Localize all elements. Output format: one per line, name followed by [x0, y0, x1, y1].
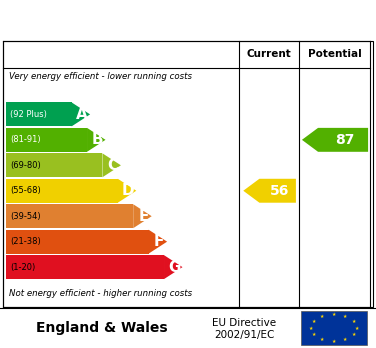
Text: ★: ★ [352, 319, 356, 324]
Text: Potential: Potential [308, 49, 361, 60]
Polygon shape [102, 153, 121, 177]
Text: ★: ★ [311, 319, 316, 324]
Text: ★: ★ [320, 337, 324, 342]
Text: B: B [91, 132, 103, 147]
Text: (21-38): (21-38) [10, 237, 41, 246]
Text: ★: ★ [308, 325, 312, 331]
Bar [6, 204, 133, 228]
Bar [6, 230, 149, 254]
Text: ★: ★ [332, 312, 336, 317]
Bar [6, 128, 87, 152]
Text: D: D [122, 183, 134, 198]
Text: Energy Efficiency Rating: Energy Efficiency Rating [73, 11, 303, 29]
Text: E: E [138, 209, 149, 224]
Polygon shape [118, 179, 136, 203]
Text: (92 Plus): (92 Plus) [10, 110, 47, 119]
Text: (55-68): (55-68) [10, 186, 41, 195]
Text: ★: ★ [332, 339, 336, 344]
Polygon shape [71, 102, 90, 126]
Bar [6, 102, 71, 126]
Bar [6, 153, 102, 177]
Text: ★: ★ [355, 325, 359, 331]
Text: G: G [168, 260, 180, 275]
Polygon shape [87, 128, 106, 152]
Polygon shape [149, 230, 167, 254]
Text: ★: ★ [343, 314, 347, 319]
Text: (39-54): (39-54) [10, 212, 41, 221]
Text: 56: 56 [270, 184, 289, 198]
Text: ★: ★ [352, 332, 356, 337]
Text: ★: ★ [320, 314, 324, 319]
Text: ★: ★ [343, 337, 347, 342]
FancyBboxPatch shape [301, 311, 367, 345]
Text: (69-80): (69-80) [10, 161, 41, 170]
Text: 2002/91/EC: 2002/91/EC [214, 330, 274, 340]
Text: ★: ★ [311, 332, 316, 337]
Text: 87: 87 [335, 133, 355, 147]
Polygon shape [302, 128, 368, 152]
Bar [6, 179, 118, 203]
Text: EU Directive: EU Directive [212, 318, 276, 328]
Text: Not energy efficient - higher running costs: Not energy efficient - higher running co… [9, 289, 193, 298]
Text: Very energy efficient - lower running costs: Very energy efficient - lower running co… [9, 72, 193, 81]
Text: F: F [153, 234, 164, 249]
Text: Current: Current [246, 49, 291, 60]
Text: (81-91): (81-91) [10, 135, 41, 144]
Text: C: C [107, 158, 118, 173]
Text: England & Wales: England & Wales [36, 321, 167, 335]
Polygon shape [243, 179, 296, 203]
Polygon shape [164, 255, 182, 279]
Text: (1-20): (1-20) [10, 263, 35, 272]
Bar [6, 255, 164, 279]
Text: A: A [76, 107, 88, 122]
Polygon shape [133, 204, 152, 228]
